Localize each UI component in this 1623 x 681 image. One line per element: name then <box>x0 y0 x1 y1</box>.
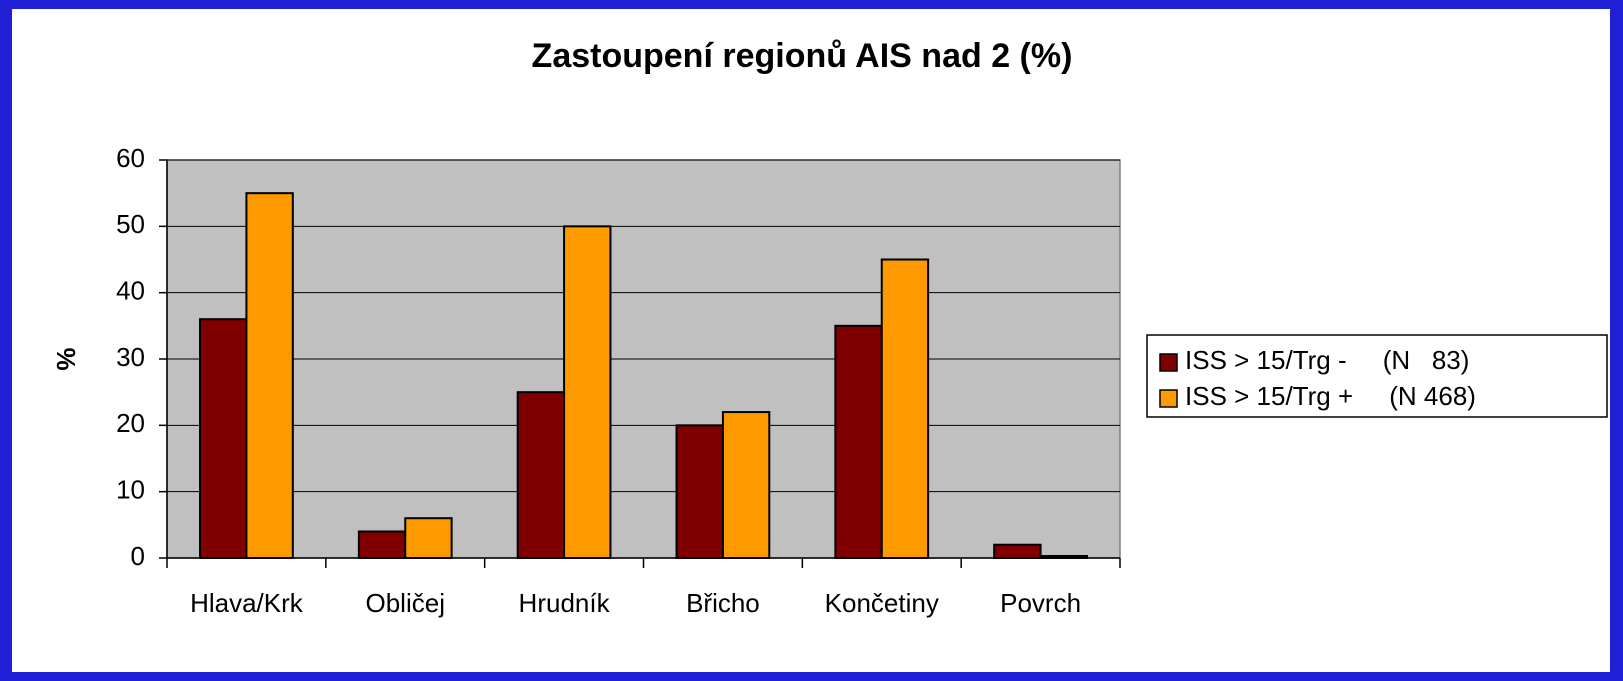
bar <box>404 517 453 560</box>
y-tick-label: 40 <box>116 276 145 306</box>
x-tick-label: Břicho <box>686 588 760 618</box>
x-tick-label: Obličej <box>366 588 445 618</box>
y-tick-label: 10 <box>116 475 145 505</box>
y-tick-label: 20 <box>116 408 145 438</box>
y-tick-label: 0 <box>131 541 145 571</box>
legend-swatch <box>1159 353 1178 372</box>
y-tick-label: 30 <box>116 342 145 372</box>
legend-box <box>1146 334 1608 418</box>
x-tick-label: Povrch <box>1000 588 1081 618</box>
bar <box>675 424 724 560</box>
bar <box>563 225 612 559</box>
bar <box>516 391 566 559</box>
bar <box>357 530 407 560</box>
legend-label: ISS > 15/Trg - (N 83) <box>1185 345 1469 375</box>
y-tick-label: 60 <box>116 143 145 173</box>
legend-swatch <box>1159 389 1178 408</box>
bar <box>199 318 248 560</box>
chart-title: Zastoupení regionů AIS nad 2 (%) <box>532 37 1073 75</box>
bar <box>834 324 883 560</box>
bar <box>993 543 1042 560</box>
y-tick-label: 50 <box>116 209 145 239</box>
legend-label: ISS > 15/Trg + (N 468) <box>1185 381 1476 411</box>
y-axis-label: % <box>51 347 81 370</box>
bar <box>245 192 294 560</box>
x-tick-label: Hlava/Krk <box>190 588 304 618</box>
x-tick-label: Hrudník <box>519 588 611 618</box>
x-tick-label: Končetiny <box>825 588 939 618</box>
bar <box>880 258 930 559</box>
bar <box>721 411 771 560</box>
bar <box>1039 555 1088 560</box>
